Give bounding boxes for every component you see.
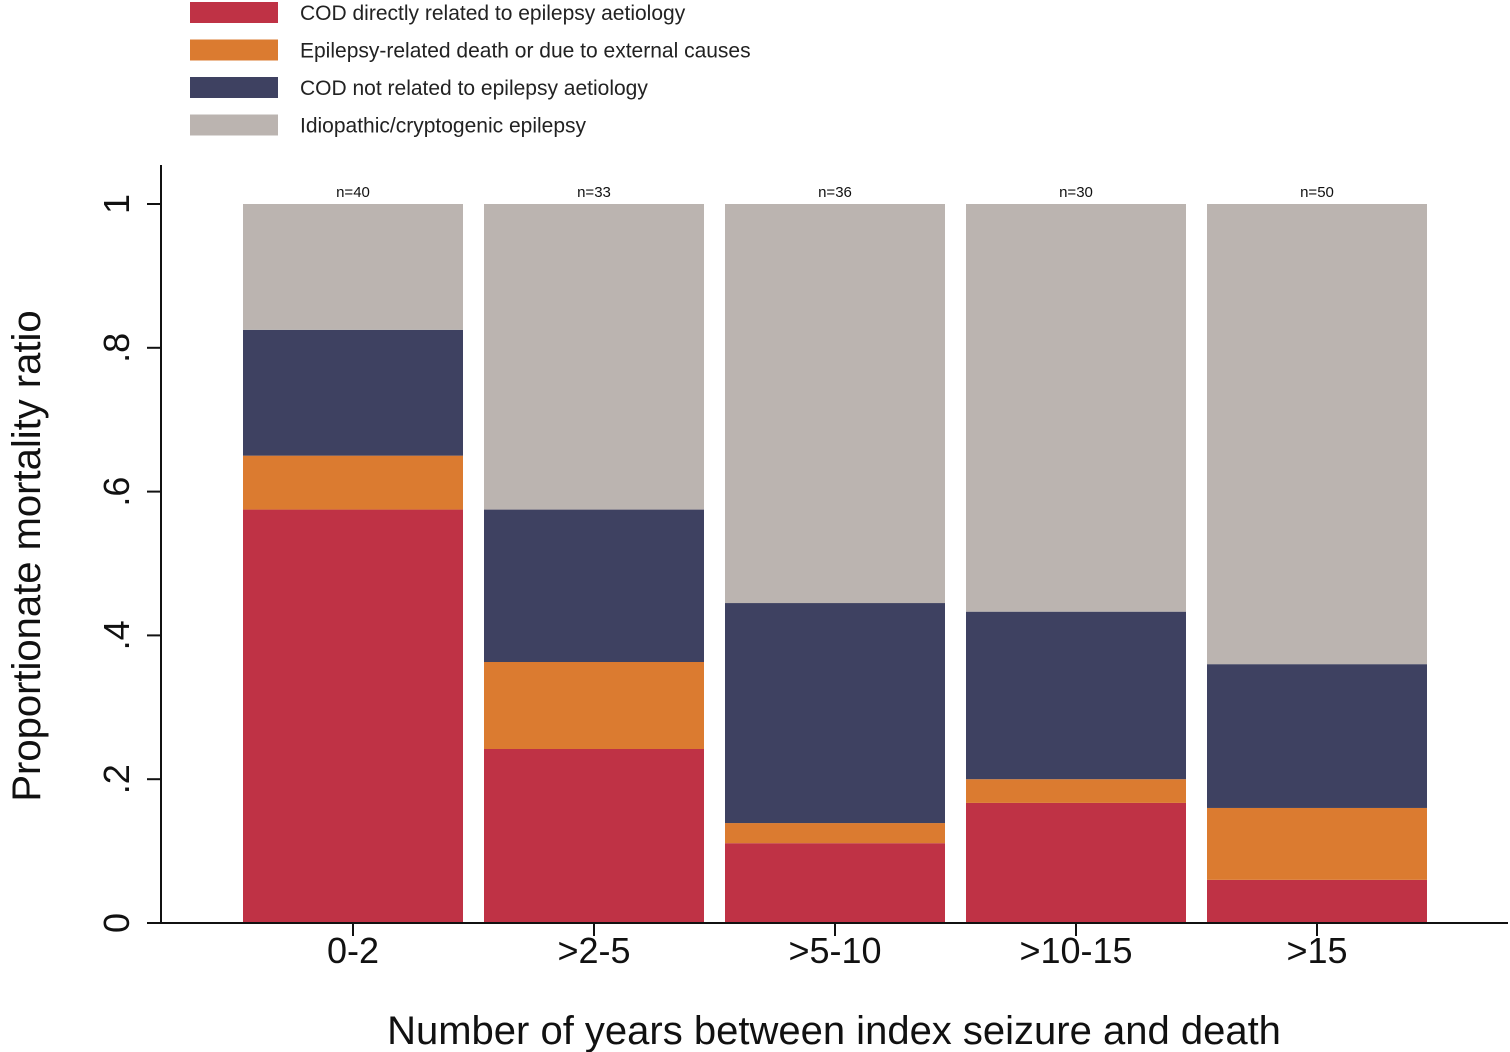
y-axis-title: Proportionate mortality ratio xyxy=(5,310,49,801)
bar-3-series-4 xyxy=(725,204,945,604)
bar-3-series-3 xyxy=(725,603,945,824)
x-tick-label-3: >5-10 xyxy=(788,930,881,971)
bar-1-series-4 xyxy=(243,204,463,330)
x-ticks-group: 0-2 >2-5 >5-10 >10-15 >15 xyxy=(327,923,1348,971)
bar-2-series-2 xyxy=(484,662,704,750)
bar-1-series-3 xyxy=(243,329,463,456)
n-labels-group: n=40 n=33 n=36 n=30 n=50 xyxy=(336,184,1334,201)
legend: COD directly related to epilepsy aetiolo… xyxy=(190,2,751,138)
bar-5-series-4 xyxy=(1207,204,1427,665)
bar-5-series-1 xyxy=(1207,879,1427,923)
y-tick-label-5: .8 xyxy=(96,333,137,363)
x-tick-label-4: >10-15 xyxy=(1019,930,1132,971)
bars-group xyxy=(243,204,1427,923)
bar-4-series-2 xyxy=(966,779,1186,803)
x-axis-title: Number of years between index seizure an… xyxy=(387,1009,1281,1052)
bar-2-series-3 xyxy=(484,509,704,663)
legend-label-2: Epilepsy-related death or due to externa… xyxy=(300,40,751,63)
n-label-1: n=40 xyxy=(336,184,370,201)
n-label-3: n=36 xyxy=(818,184,852,201)
bar-1-series-1 xyxy=(243,509,463,923)
y-tick-label-1: 0 xyxy=(96,913,137,933)
y-ticks-group: 0 .2 .4 .6 .8 1 xyxy=(96,194,161,933)
bar-2-series-1 xyxy=(484,749,704,923)
x-tick-label-5: >15 xyxy=(1286,930,1347,971)
legend-label-3: COD not related to epilepsy aetiology xyxy=(300,77,648,100)
legend-swatch-1 xyxy=(190,2,278,23)
bar-1-series-2 xyxy=(243,455,463,510)
n-label-4: n=30 xyxy=(1059,184,1093,201)
y-tick-label-2: .2 xyxy=(96,764,137,794)
bar-4-series-1 xyxy=(966,802,1186,923)
bar-4-series-4 xyxy=(966,204,1186,612)
bar-5-series-2 xyxy=(1207,807,1427,880)
legend-swatch-4 xyxy=(190,114,278,136)
y-tick-label-4: .6 xyxy=(96,477,137,507)
y-tick-label-3: .4 xyxy=(96,620,137,650)
bar-3-series-1 xyxy=(725,843,945,923)
x-tick-label-2: >2-5 xyxy=(557,930,630,971)
n-label-5: n=50 xyxy=(1300,184,1334,201)
legend-label-4: Idiopathic/cryptogenic epilepsy xyxy=(300,115,587,138)
legend-swatch-2 xyxy=(190,39,278,61)
y-tick-label-6: 1 xyxy=(96,194,137,214)
n-label-2: n=33 xyxy=(577,184,611,201)
bar-2-series-4 xyxy=(484,204,704,510)
bar-5-series-3 xyxy=(1207,664,1427,808)
legend-label-1: COD directly related to epilepsy aetiolo… xyxy=(300,2,686,25)
x-tick-label-1: 0-2 xyxy=(327,930,379,971)
legend-swatch-3 xyxy=(190,77,278,98)
bar-4-series-3 xyxy=(966,611,1186,780)
bar-3-series-2 xyxy=(725,823,945,844)
